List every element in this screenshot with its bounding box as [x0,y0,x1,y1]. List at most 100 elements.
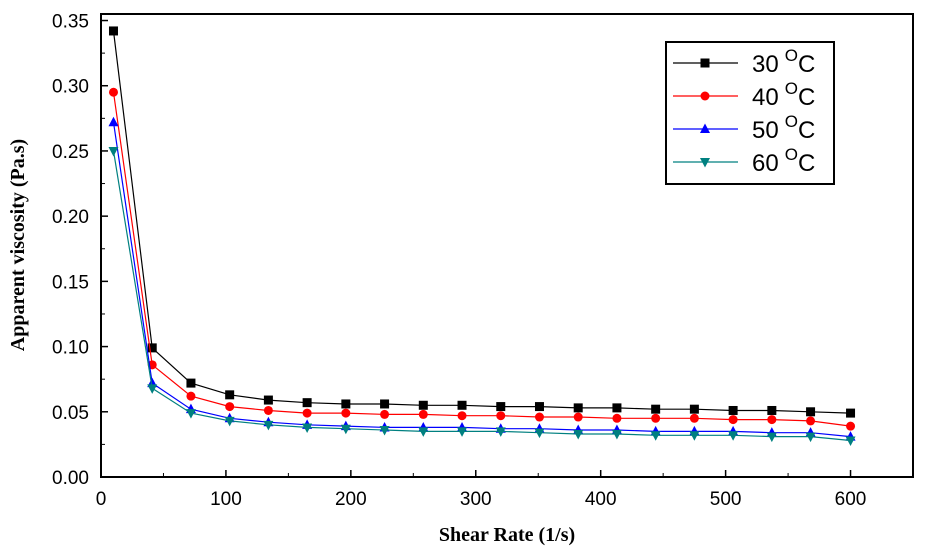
legend-unit: C [798,51,815,78]
data-point [767,415,777,425]
data-point [728,405,738,415]
data-point [108,146,119,157]
y-tick-label: 0.30 [52,77,89,98]
data-point [689,431,700,441]
data-point [728,415,738,425]
data-point [534,402,544,412]
legend-unit: C [798,84,815,111]
series-60-c [108,146,856,446]
legend-degree-superscript: O [785,112,798,131]
data-point [534,412,544,422]
data-point [612,413,622,423]
legend-item-30-c: 30 OC [673,46,815,78]
data-point [611,429,622,440]
series-layer [108,26,856,446]
legend-label: 60 OC [752,145,815,177]
data-point [418,427,429,437]
data-point [341,399,351,409]
series-line [112,122,851,438]
legend-value: 40 [752,84,779,111]
data-point [302,398,312,408]
data-point [225,390,235,400]
legend-degree-superscript: O [785,145,798,164]
x-tick-label: 500 [710,489,742,510]
data-point [418,409,428,419]
data-point [689,413,699,423]
x-tick-label: 600 [835,489,867,510]
legend-label: 40 OC [752,79,815,111]
legend-value: 50 [752,117,779,144]
data-point [263,420,274,431]
legend-unit: C [798,117,815,144]
data-point [380,409,390,419]
series-30-c [108,26,856,418]
data-point [496,402,506,412]
data-point [650,431,661,441]
plot-frame [100,13,914,478]
series-line [112,150,851,442]
y-tick-label: 0.20 [52,207,89,228]
data-point [225,402,235,412]
series-line [112,30,851,414]
x-tick-label: 400 [585,489,617,510]
x-tick-label: 200 [335,489,367,510]
y-tick-label: 0.35 [52,12,89,33]
data-point [147,384,158,394]
data-point [805,432,816,443]
data-point [457,400,467,410]
data-point [767,405,777,415]
data-point [689,404,699,414]
data-point [728,431,739,441]
data-point [147,343,157,353]
data-point [186,378,196,388]
series-line [112,92,851,427]
legend-marker [700,91,710,101]
y-tick-label: 0.25 [52,142,89,163]
data-point [534,428,545,439]
y-tick-label: 0.15 [52,272,89,293]
data-point [846,408,856,418]
legend-value: 60 [752,150,779,177]
data-point [573,412,583,422]
legend-box [665,41,835,185]
data-point [573,429,584,440]
data-point [108,87,118,97]
legend-value: 30 [752,51,779,78]
data-point [224,416,235,427]
data-point [806,416,816,426]
legend-unit: C [798,150,815,177]
data-point [845,436,856,446]
y-axis: 0.00 0.05 0.10 0.15 0.20 0.25 0.30 0.35 [52,12,108,489]
legend-item-60-c: 60 OC [673,145,815,177]
data-point [108,26,118,36]
legend-label: 50 OC [752,112,815,144]
data-point [651,404,661,414]
x-tick-label: 0 [96,489,107,510]
legend-degree-superscript: O [785,79,798,98]
data-point [573,403,583,413]
data-point [846,421,856,431]
data-point [766,432,777,443]
data-point [302,423,313,433]
data-point [495,427,506,437]
data-point [457,427,468,437]
legend-label: 30 OC [752,46,815,78]
legend-degree-superscript: O [785,46,798,65]
data-point [380,399,390,409]
x-tick-label: 300 [460,489,492,510]
data-point [806,407,816,417]
data-point [379,426,390,436]
x-axis: 0 100 200 300 400 500 600 [96,470,867,510]
y-tick-label: 0.10 [52,338,89,359]
y-tick-label: 0.05 [52,403,89,424]
series-40-c [108,87,856,431]
legend-marker [700,123,710,133]
data-point [185,409,196,419]
legend-item-50-c: 50 OC [673,112,815,144]
data-point [186,391,196,401]
data-point [651,413,661,423]
data-point [302,408,312,418]
legend-marker [700,158,710,168]
